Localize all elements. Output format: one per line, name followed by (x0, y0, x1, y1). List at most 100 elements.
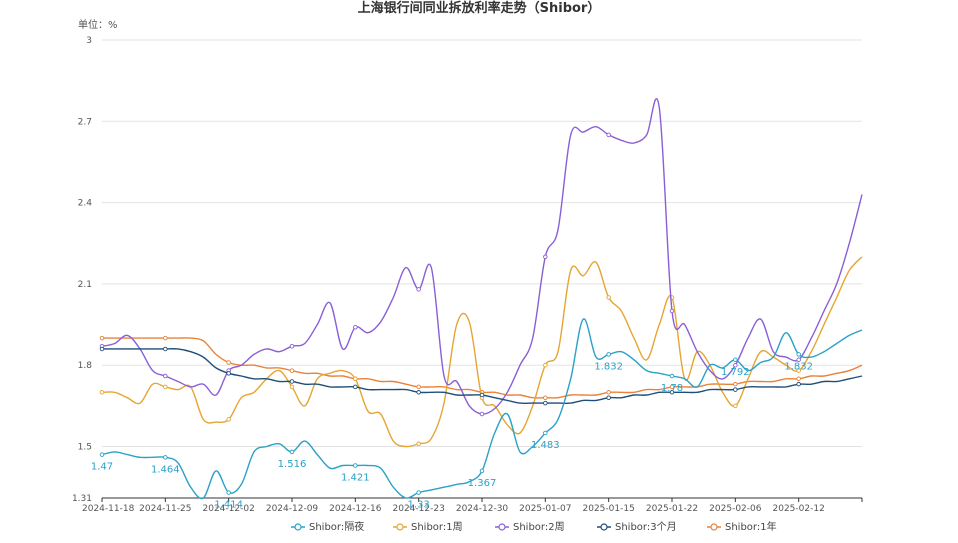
legend-marker (396, 523, 404, 531)
legend-marker (498, 523, 506, 531)
x-tick-label: 2024-12-30 (456, 504, 509, 514)
series-point-3 (416, 390, 421, 395)
series-point-4 (543, 395, 548, 400)
series-point-3 (163, 346, 168, 352)
series-point-1 (226, 417, 231, 422)
x-tick-label: 2025-01-07 (519, 504, 571, 514)
y-tick-label: 1.8 (78, 361, 93, 371)
x-tick-label: 2025-01-15 (583, 504, 635, 514)
series-point-3 (353, 384, 358, 390)
y-tick-label: 2.7 (78, 117, 92, 127)
data-label: 1.367 (468, 478, 497, 489)
series-point-4 (606, 390, 611, 395)
series-point-0 (353, 463, 358, 468)
series-point-3 (606, 395, 611, 400)
series-point-3 (543, 400, 548, 406)
series-point-2 (733, 362, 738, 368)
series-line-2 (101, 98, 863, 415)
series-point-1 (416, 441, 421, 447)
data-label: 1.421 (341, 472, 370, 483)
y-tick-label: 1.5 (78, 443, 92, 453)
unit-label: 单位：% (78, 18, 118, 31)
series-point-4 (733, 381, 738, 387)
series-point-4 (226, 360, 231, 365)
series-point-2 (416, 287, 421, 292)
series-point-3 (99, 346, 105, 352)
series-point-4 (163, 335, 168, 341)
y-tick-label: 3 (86, 36, 92, 46)
series-point-1 (289, 384, 295, 390)
series-point-1 (606, 295, 611, 300)
series-point-0 (416, 490, 421, 495)
series-point-2 (606, 132, 611, 138)
series-point-4 (796, 376, 801, 382)
series-point-3 (226, 371, 231, 376)
series-point-1 (796, 368, 801, 373)
x-tick-label: 2025-01-22 (646, 504, 698, 514)
legend-marker (710, 523, 718, 531)
series-lines (99, 98, 863, 500)
legend-item-3[interactable]: Shibor:3个月 (597, 521, 677, 533)
y-tick-label: 2.1 (78, 280, 92, 290)
legend-label: Shibor:1年 (725, 520, 777, 533)
legend-item-4[interactable]: Shibor:1年 (707, 520, 777, 533)
series-point-2 (543, 254, 548, 260)
series-point-3 (479, 392, 485, 398)
series-point-1 (163, 384, 168, 390)
legend-marker (294, 523, 302, 531)
axes: 1.31 1.5 1.8 2.1 2.4 2.7 3 2024-11-18 2024-11-25… (72, 36, 863, 514)
series-point-0 (163, 455, 168, 460)
data-label: 1.414 (214, 500, 243, 511)
series-point-3 (733, 387, 738, 392)
x-tick-label: 2024-12-02 (203, 504, 255, 514)
series-point-4 (99, 335, 105, 341)
series-point-1 (543, 362, 548, 368)
data-labels: 1.47 1.464 1.414 1.516 1.421 1.33 1.367 1.483 1.… (91, 361, 813, 510)
x-tick-label: 2024-11-18 (82, 504, 135, 514)
series-point-1 (733, 403, 738, 409)
data-label: 1.832 (594, 361, 623, 372)
data-label: 1.792 (721, 367, 750, 378)
series-point-2 (289, 343, 295, 349)
x-tick-label: 2024-12-16 (329, 504, 382, 514)
series-point-0 (606, 352, 611, 357)
series-point-4 (669, 384, 675, 390)
series-point-1 (353, 376, 358, 382)
series-point-2 (669, 308, 675, 314)
x-tick-label: 2025-02-06 (709, 504, 762, 514)
x-tick-label: 2025-02-12 (773, 504, 825, 514)
data-label: 1.832 (784, 361, 813, 372)
series-line-1 (101, 256, 863, 448)
series-point-3 (796, 381, 801, 387)
x-tick-label: 2024-12-09 (266, 504, 319, 514)
series-point-4 (416, 384, 421, 390)
legend-label: Shibor:3个月 (615, 521, 677, 533)
x-tick-label: 2024-11-25 (139, 504, 191, 514)
series-point-0 (796, 352, 801, 357)
series-point-0 (543, 430, 548, 436)
series-point-1 (99, 390, 105, 395)
data-label: 1.464 (151, 464, 180, 475)
series-point-2 (353, 325, 358, 330)
legend-item-0[interactable]: Shibor:隔夜 (291, 520, 364, 533)
series-point-0 (479, 468, 485, 474)
y-tick-label: 2.4 (78, 199, 93, 209)
data-label: 1.483 (531, 440, 560, 451)
legend-item-1[interactable]: Shibor:1周 (393, 521, 463, 533)
legend-label: Shibor:2周 (513, 521, 565, 533)
series-point-0 (669, 373, 675, 379)
y-tick-label: 1.31 (72, 494, 92, 504)
series-point-0 (226, 490, 231, 495)
grid-lines (102, 39, 862, 448)
series-point-0 (289, 449, 295, 455)
series-point-3 (669, 390, 675, 395)
data-label: 1.33 (408, 500, 430, 511)
legend-label: Shibor:隔夜 (309, 520, 364, 533)
x-tick-label: 2024-12-23 (393, 504, 445, 514)
legend-item-2[interactable]: Shibor:2周 (495, 521, 565, 533)
series-point-0 (733, 357, 738, 363)
data-label: 1.47 (91, 462, 113, 473)
legend-marker (600, 523, 608, 531)
